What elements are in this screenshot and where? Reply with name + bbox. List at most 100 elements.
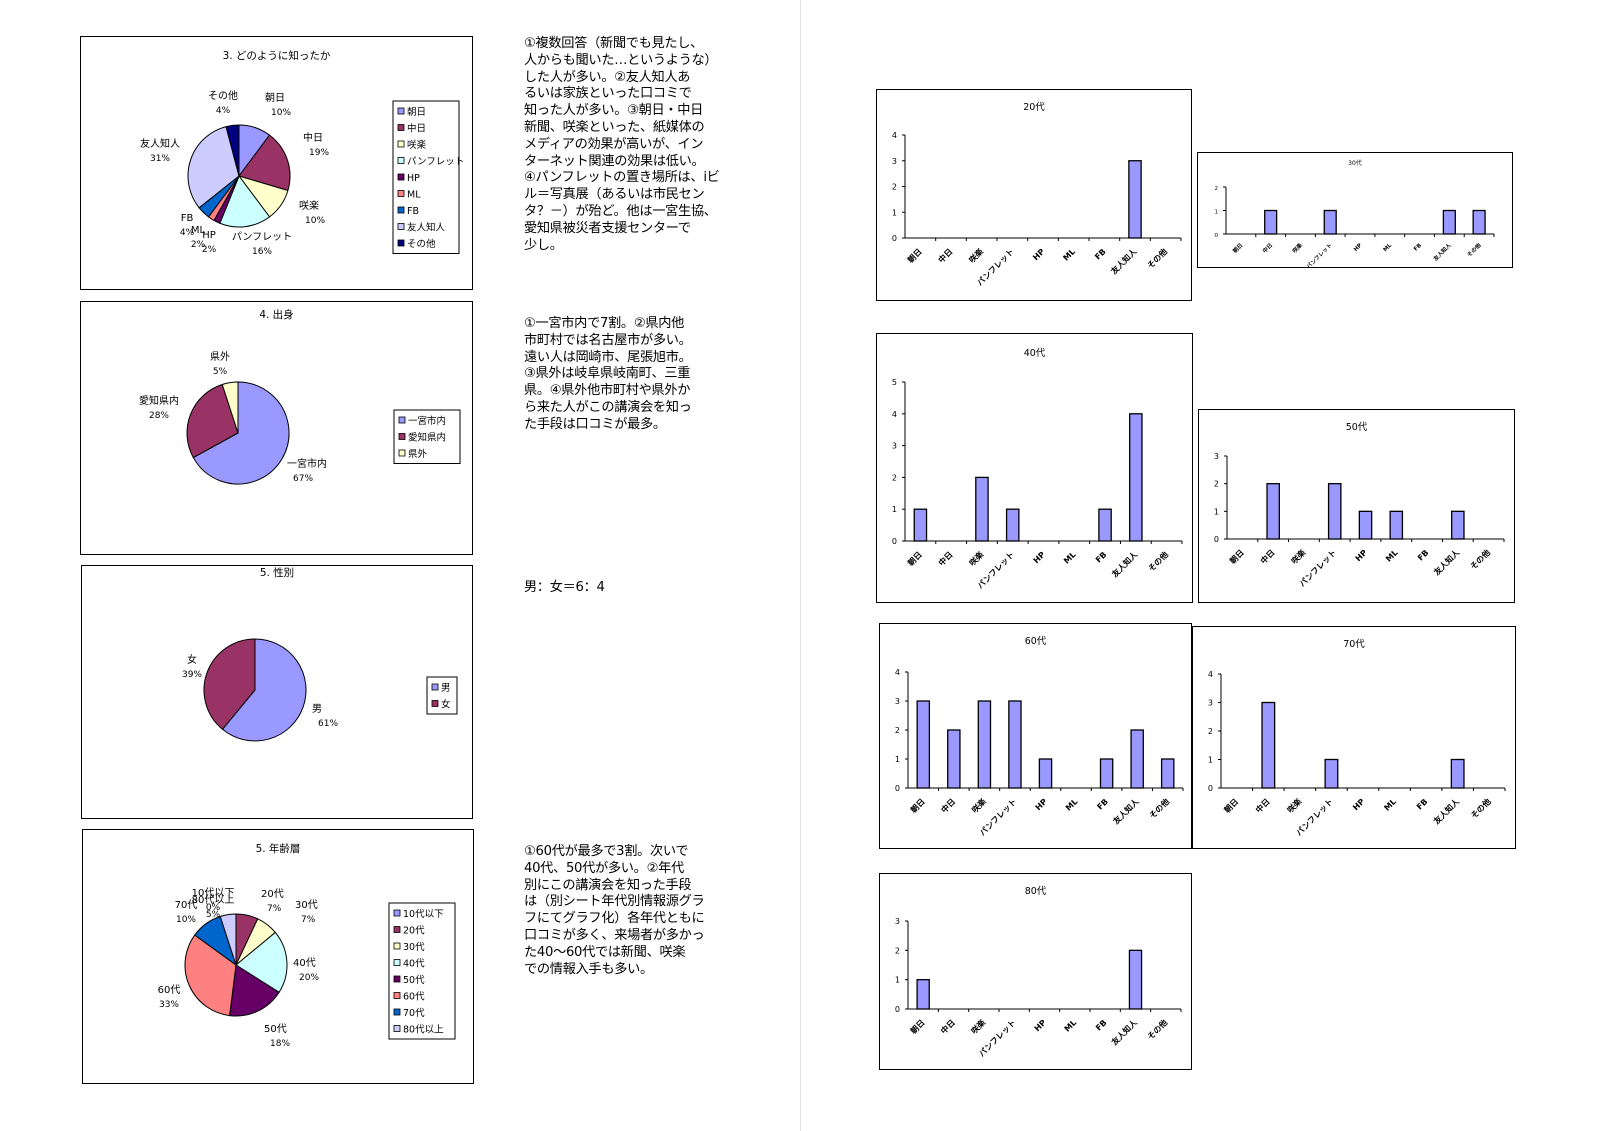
legend-swatch-3: [398, 449, 406, 457]
pie-label-name: 愛知県内: [139, 394, 179, 407]
y-tick-label: 2: [892, 183, 897, 192]
pie-label-3: 咲楽 10%: [299, 199, 325, 226]
pie-label-name: FB: [181, 213, 194, 224]
bar-5: [1038, 758, 1053, 789]
legend-label-1: 男: [441, 683, 451, 694]
bar-3: [975, 476, 989, 542]
y-tick-label: 4: [892, 131, 897, 140]
pie-label-3: 県外 5%: [210, 351, 230, 377]
y-tick-label: 0: [892, 234, 897, 243]
x-tick-label: 朝日: [1227, 547, 1245, 565]
legend-swatch-2: [397, 124, 405, 131]
y-tick-label: 3: [895, 697, 900, 706]
x-tick-label: ML: [1382, 797, 1398, 813]
x-tick-label: 咲楽: [969, 796, 988, 815]
pie-slice-2: [238, 134, 291, 192]
x-tick-label: HP: [1032, 550, 1047, 565]
x-tick-label: その他: [1468, 547, 1492, 571]
y-tick-label: 0: [895, 1005, 900, 1014]
x-tick-label: 朝日: [1222, 796, 1240, 814]
legend-swatch-1: [398, 416, 406, 424]
legend-label-5: HP: [407, 173, 420, 184]
bar-8: [1130, 729, 1144, 789]
comment-how-known: ①複数回答（新聞でも見たし、 人からも聞いた…というような） した人が多い。②友…: [524, 36, 720, 253]
pie-label-pct: 28%: [149, 411, 169, 421]
legend-label-2: 中日: [407, 123, 426, 135]
x-tick-label: 中日: [1253, 796, 1271, 814]
bar-8: [1128, 949, 1143, 1010]
x-tick-label: 咲楽: [967, 549, 986, 568]
pie-label-name: 30代: [295, 899, 318, 911]
legend-label-2: 20代: [403, 926, 425, 937]
chart-origin: 4. 出身 一宮市内 67% 愛知県内 28% 県外 5% 一宮市内 愛知県内 県外: [80, 301, 473, 555]
legend-swatch-1: [431, 683, 439, 691]
legend-label-5: 50代: [403, 975, 425, 986]
chart-age: 5. 年齢層 10代以下 0% 20代 7% 30代 7% 40代 20% 50代 18% 60代 33…: [82, 829, 474, 1084]
pie-label-name: 70代: [175, 899, 198, 911]
bar-1: [916, 979, 930, 1010]
y-tick-label: 1: [892, 208, 897, 217]
x-tick-label: HP: [1351, 797, 1366, 812]
pie-label-pct: 2%: [202, 245, 217, 255]
pie-label-name: 50代: [264, 1023, 287, 1035]
x-tick-label: 友人知人: [1109, 549, 1140, 580]
pie-label-pct: 33%: [159, 1000, 179, 1010]
x-tick-label: FB: [1416, 548, 1431, 563]
legend-swatch-2: [431, 700, 439, 707]
x-tick-label: FB: [1093, 247, 1108, 262]
x-tick-label: ML: [1383, 242, 1394, 253]
pie-label-name: 咲楽: [299, 199, 319, 212]
y-tick-label: 4: [895, 668, 900, 677]
chart-bar-20s: 20代 0 1 2 3 4 朝日 中日 咲楽 パンフレット HP ML FB 友人知人 その他: [876, 89, 1192, 301]
legend-swatch-8: [397, 223, 405, 230]
y-tick-label: 1: [892, 505, 897, 514]
pie-label-pct: 18%: [270, 1039, 290, 1049]
bar-svg: 30代 0 1 2 朝日 中日 咲楽 パンフレット HP ML FB 友人知人 その他: [1215, 159, 1495, 267]
x-tick-label: 友人知人: [1432, 241, 1454, 263]
legend-label-6: 60代: [403, 992, 425, 1003]
legend-swatch-6: [393, 992, 401, 999]
pie-label-8: 友人知人 31%: [140, 137, 180, 164]
y-tick-label: 0: [1208, 784, 1213, 793]
pie-label-1: 一宮市内 67%: [287, 457, 327, 484]
pie-label-pct: 5%: [206, 910, 221, 920]
bar-3: [977, 700, 992, 789]
x-tick-label: その他: [1465, 241, 1483, 259]
y-tick-label: 2: [895, 946, 900, 955]
pie-label-4: パンフレット 16%: [232, 231, 292, 257]
y-tick-label: 0: [892, 537, 897, 546]
y-tick-label: 2: [892, 473, 897, 482]
x-tick-label: 咲楽: [969, 1017, 988, 1036]
y-tick-label: 4: [1208, 670, 1213, 679]
legend-swatch-3: [393, 942, 401, 950]
legend-label-2: 女: [441, 699, 451, 711]
y-tick-label: 2: [1215, 186, 1219, 192]
x-tick-label: その他: [1469, 796, 1493, 820]
bar-8: [1451, 510, 1465, 540]
bar-9: [1472, 209, 1486, 235]
pie-label-name: 10代以下: [192, 887, 235, 899]
bar-8: [1129, 413, 1143, 542]
x-tick-label: 咲楽: [1289, 547, 1308, 566]
pie-slice-6: [184, 934, 237, 1017]
x-tick-label: 中日: [939, 796, 957, 814]
pie-label-2: 女 39%: [182, 653, 202, 680]
chart-title: 50代: [1346, 422, 1368, 433]
x-tick-label: ML: [1062, 550, 1078, 566]
x-tick-label: ML: [1384, 548, 1400, 564]
pie-label-name: 80代以上: [192, 894, 235, 906]
legend-swatch-5: [393, 975, 401, 983]
x-tick-label: HP: [1034, 797, 1049, 812]
x-tick-label: 友人知人: [1109, 1017, 1140, 1048]
page-divider: [800, 0, 801, 1131]
y-tick-label: 5: [892, 378, 897, 387]
x-tick-label: 中日: [939, 1017, 957, 1035]
bar-7: [1098, 508, 1112, 542]
